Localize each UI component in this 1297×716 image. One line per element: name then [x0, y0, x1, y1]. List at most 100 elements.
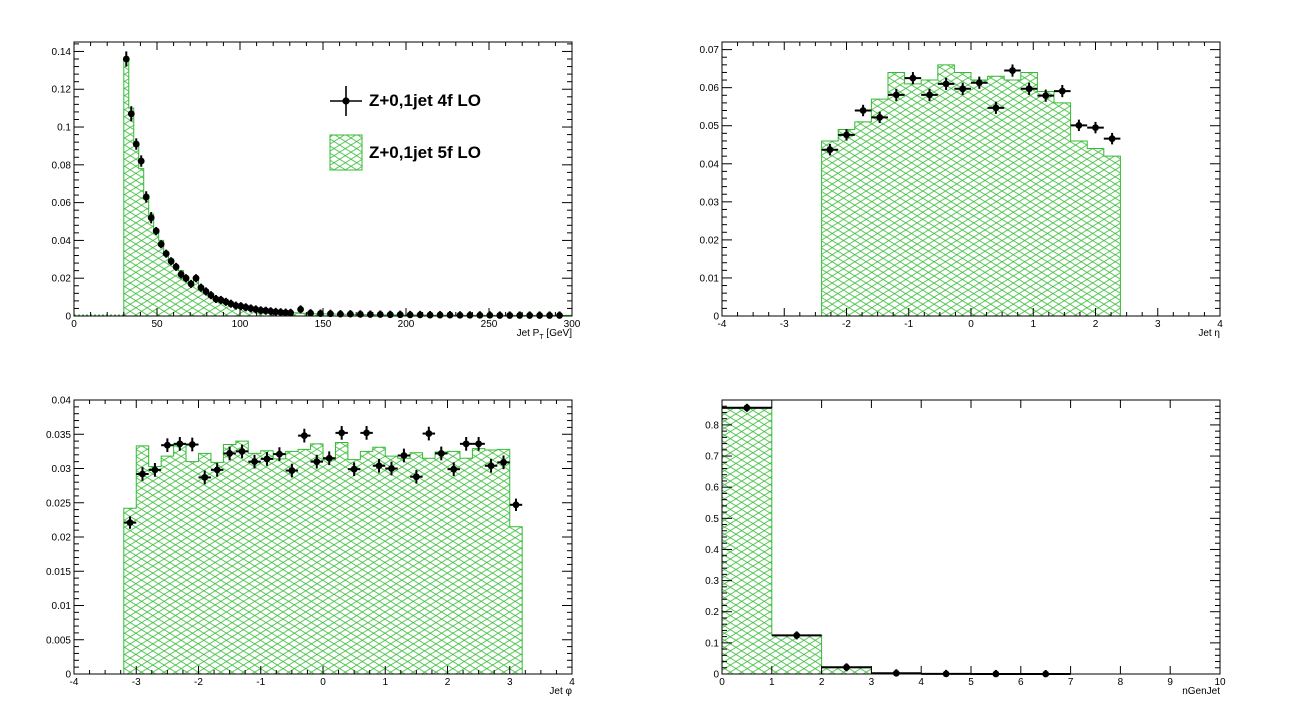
marker [376, 311, 384, 318]
marker [162, 250, 170, 258]
y-tick-label: 0.015 [46, 567, 71, 578]
marker [506, 312, 514, 319]
data-point [526, 311, 534, 319]
marker [892, 91, 900, 99]
data-point [484, 458, 498, 473]
data-point [248, 454, 261, 469]
y-tick-label: 0.14 [52, 47, 72, 58]
marker [516, 312, 524, 319]
data-point [327, 309, 334, 318]
marker [151, 466, 159, 474]
data-point [137, 155, 145, 167]
data-point [207, 291, 215, 300]
marker [496, 312, 504, 319]
y-tick-label: 0.7 [705, 452, 719, 463]
data-point [416, 310, 424, 319]
x-tick-label: 0 [719, 677, 725, 688]
x-tick-label: 0 [320, 677, 326, 688]
data-point [386, 310, 394, 319]
data-point [147, 212, 155, 224]
marker [743, 404, 751, 412]
data-point [410, 469, 423, 484]
histogram-outline [721, 407, 1072, 675]
marker [176, 440, 184, 448]
marker [350, 465, 358, 473]
data-point [536, 311, 544, 319]
data-point [282, 308, 290, 316]
marker [843, 663, 850, 671]
x-tick-label: 250 [481, 319, 498, 330]
marker [177, 271, 185, 278]
marker [202, 288, 210, 295]
y-tick-label: 0.035 [46, 430, 71, 441]
histogram-fill-a [722, 408, 1071, 674]
histogram-outline [123, 440, 523, 675]
x-tick-label: 3 [869, 677, 875, 688]
data-point [360, 426, 373, 440]
marker [356, 310, 364, 318]
data-point [148, 463, 162, 477]
marker [475, 440, 483, 448]
marker [139, 470, 146, 478]
data-point [262, 306, 270, 315]
data-point [127, 106, 135, 122]
panel-jet-pt: 0 50 100 150 200 250 300 0 0.02 0.04 0.06 0.08 0.1 0.… [52, 41, 581, 341]
x-tick-label: 9 [1167, 677, 1173, 688]
data-point [459, 436, 473, 451]
marker [926, 91, 933, 99]
x-tick-label: 50 [151, 319, 163, 330]
data-point [447, 462, 460, 477]
x-tick-label: -1 [256, 677, 265, 688]
data-point [152, 226, 160, 235]
data-point [260, 452, 274, 466]
data-point [376, 310, 384, 318]
y-tick-label: 0.03 [52, 464, 72, 475]
legend-hatch-swatch [329, 134, 363, 171]
marker [416, 311, 424, 319]
data-point [347, 462, 361, 477]
marker [526, 312, 534, 319]
data-point [921, 88, 938, 101]
y-tick-label: 0.06 [700, 83, 720, 94]
x-axis-title-unit: [GeV] [544, 328, 573, 339]
y-tick-label: 0.04 [700, 159, 720, 170]
marker [1009, 67, 1016, 74]
x-tick-label: -2 [842, 319, 851, 330]
marker [466, 311, 474, 319]
data-point [406, 310, 414, 319]
marker [325, 454, 333, 462]
data-point [397, 448, 411, 463]
x-tick-label: 1 [382, 677, 388, 688]
marker [147, 214, 155, 222]
x-tick-label: 7 [1068, 677, 1074, 688]
marker [307, 309, 314, 317]
marker [1092, 124, 1099, 132]
data-point [173, 436, 187, 451]
data-point [954, 82, 971, 95]
marker [363, 429, 370, 437]
marker [536, 312, 544, 319]
data-point [186, 437, 199, 452]
marker [859, 107, 867, 114]
marker [892, 669, 900, 677]
marker [127, 110, 135, 118]
marker [213, 466, 221, 474]
marker [425, 430, 433, 437]
data-point [1103, 132, 1121, 145]
data-point [1087, 121, 1104, 134]
data-point [476, 311, 484, 319]
marker [388, 465, 395, 472]
data-point [223, 446, 236, 461]
data-point [937, 77, 955, 90]
marker [300, 432, 308, 440]
data-point [1004, 64, 1021, 77]
data-point [466, 311, 474, 319]
data-point [509, 498, 523, 511]
data-point [506, 311, 514, 319]
data-point [372, 458, 386, 473]
marker [132, 140, 140, 148]
marker [1058, 87, 1066, 95]
x-tick-label: 1 [1030, 319, 1036, 330]
x-tick-label: 10 [1214, 677, 1226, 688]
marker [272, 308, 280, 316]
